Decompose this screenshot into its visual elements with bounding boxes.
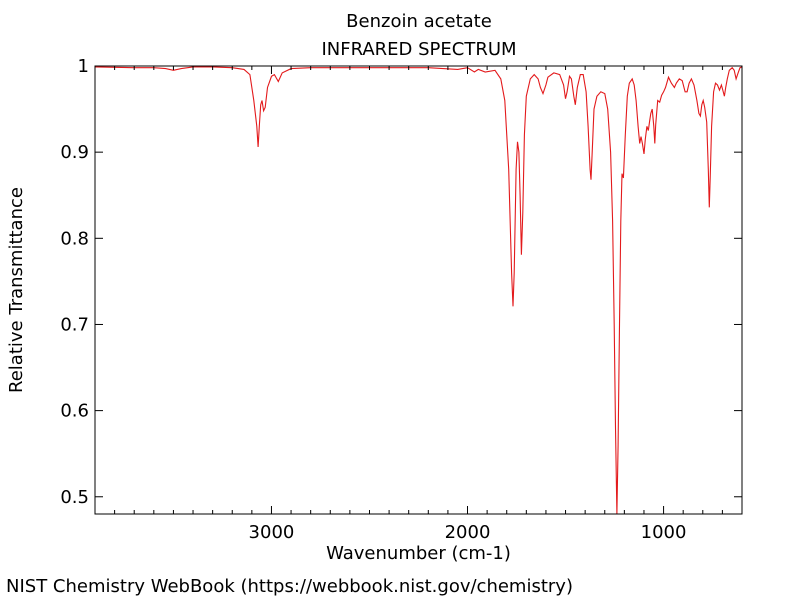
y-tick-label: 0.6	[60, 401, 89, 422]
x-axis-label: Wavenumber (cm-1)	[326, 543, 511, 564]
y-tick-label: 1	[78, 56, 89, 77]
y-tick-label: 0.5	[60, 487, 89, 508]
y-axis-label: Relative Transmittance	[6, 187, 27, 393]
y-tick-label: 0.7	[60, 314, 89, 335]
x-tick-label: 3000	[249, 522, 295, 543]
x-tick-label: 2000	[445, 522, 491, 543]
x-tick-label: 1000	[641, 522, 687, 543]
y-tick-label: 0.9	[60, 142, 89, 163]
y-tick-label: 0.8	[60, 228, 89, 249]
chart-subtitle: INFRARED SPECTRUM	[321, 39, 517, 60]
source-footer: NIST Chemistry WebBook (https://webbook.…	[6, 576, 573, 597]
chart-title: Benzoin acetate	[346, 11, 492, 32]
spectrum-line-0	[95, 66, 742, 514]
plot-frame	[94, 65, 743, 515]
